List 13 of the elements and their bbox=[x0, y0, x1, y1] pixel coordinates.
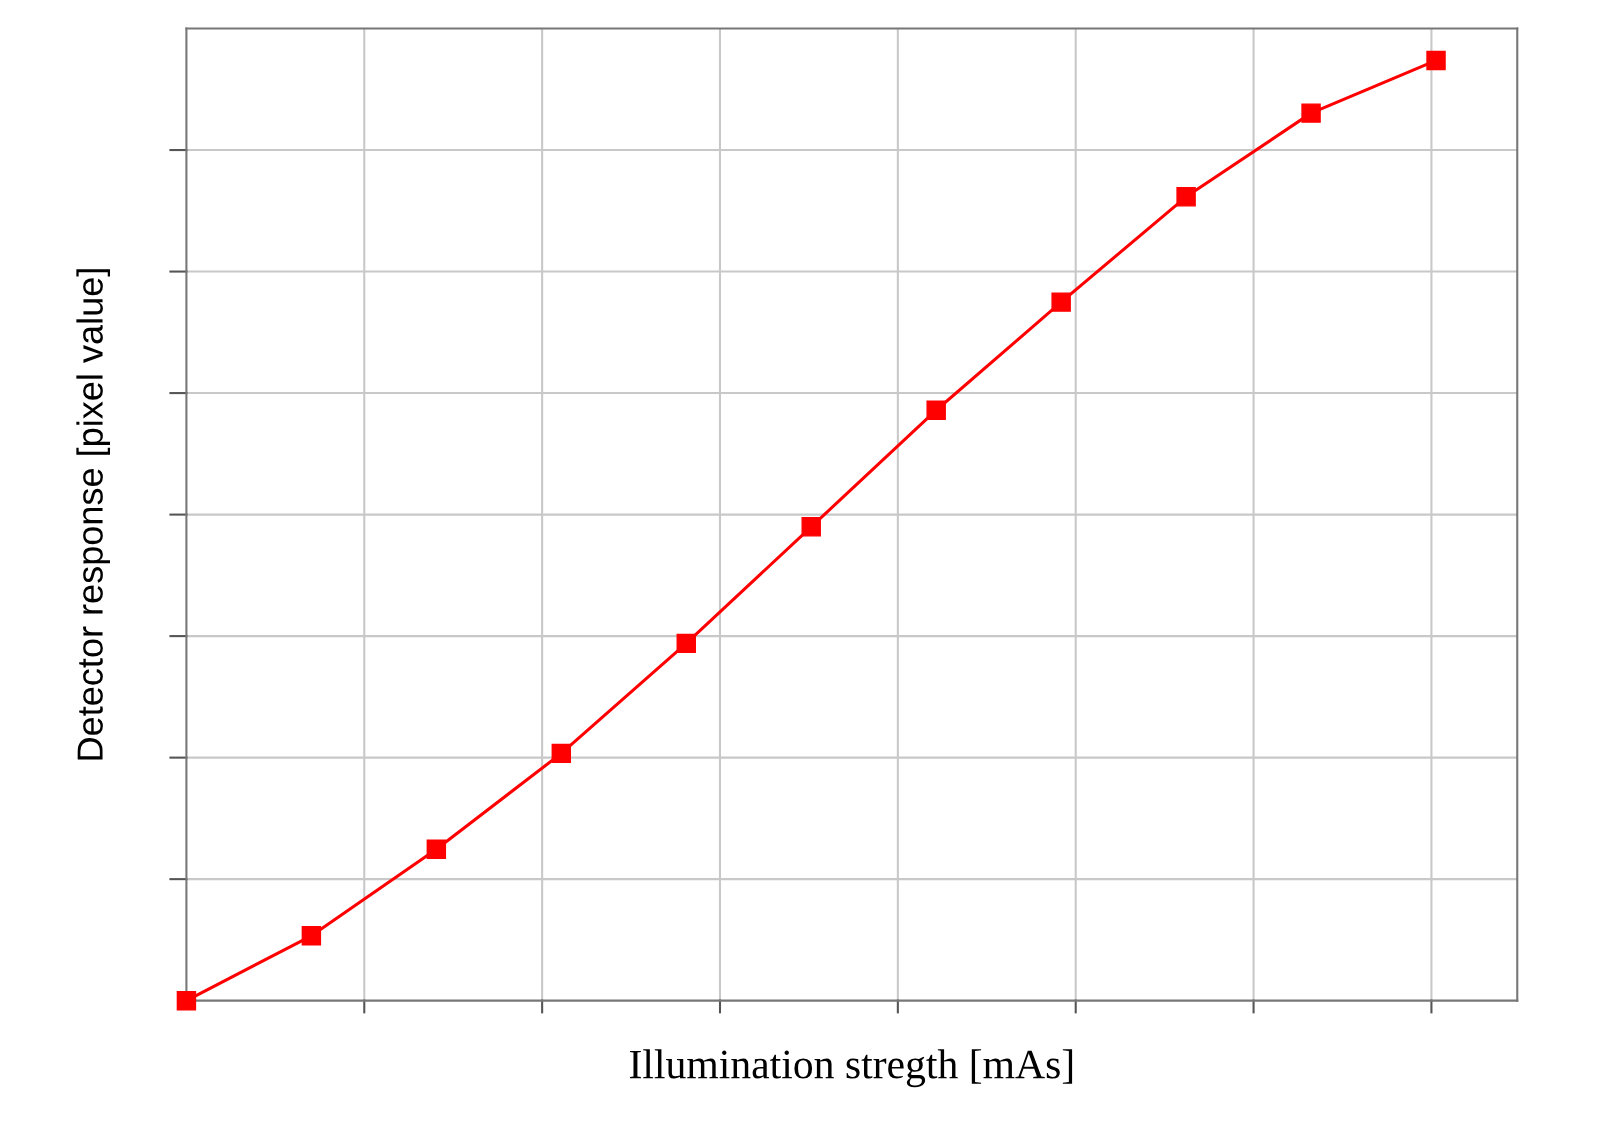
point bbox=[176, 990, 197, 1011]
point bbox=[301, 926, 322, 946]
point bbox=[551, 743, 572, 764]
x-axis-title: Illumination stregth [mAs] bbox=[629, 1049, 1073, 1088]
point bbox=[676, 633, 696, 654]
point bbox=[1176, 187, 1196, 207]
point bbox=[926, 400, 946, 420]
y-axis-title: Detector response [pixel value] bbox=[76, 269, 111, 760]
point bbox=[801, 517, 821, 537]
point bbox=[426, 839, 447, 860]
point bbox=[1301, 103, 1321, 123]
point bbox=[1426, 50, 1446, 71]
point bbox=[1051, 292, 1071, 312]
